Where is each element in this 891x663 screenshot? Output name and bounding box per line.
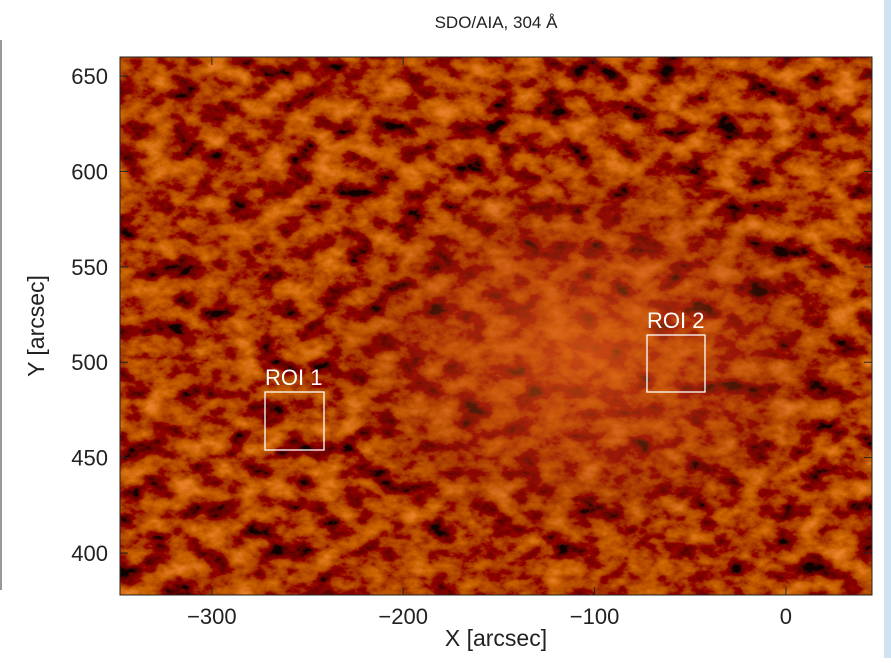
y-axis-label: Y [arcsec]	[23, 275, 49, 377]
x-axis-label: X [arcsec]	[445, 625, 547, 651]
x-tick-label: 0	[780, 604, 792, 629]
y-tick-label: 450	[71, 446, 108, 471]
x-tick-label: −300	[187, 604, 237, 629]
y-tick-label: 600	[71, 159, 108, 184]
x-tick-label: −200	[378, 604, 428, 629]
x-tick-label: −100	[570, 604, 620, 629]
y-tick-label: 400	[71, 541, 108, 566]
figure: ROI 1 ROI 2 SDO/AIA, 304 Å X [arcsec] Y …	[0, 0, 891, 658]
window-edge	[884, 0, 891, 658]
y-tick-label: 500	[71, 350, 108, 375]
annotation: ROI 2	[647, 308, 704, 333]
annotation: ROI 1	[265, 365, 322, 390]
solar-image	[120, 57, 872, 595]
y-tick-label: 650	[71, 64, 108, 89]
y-tick-label: 550	[71, 255, 108, 280]
chart-title: SDO/AIA, 304 Å	[435, 13, 558, 32]
